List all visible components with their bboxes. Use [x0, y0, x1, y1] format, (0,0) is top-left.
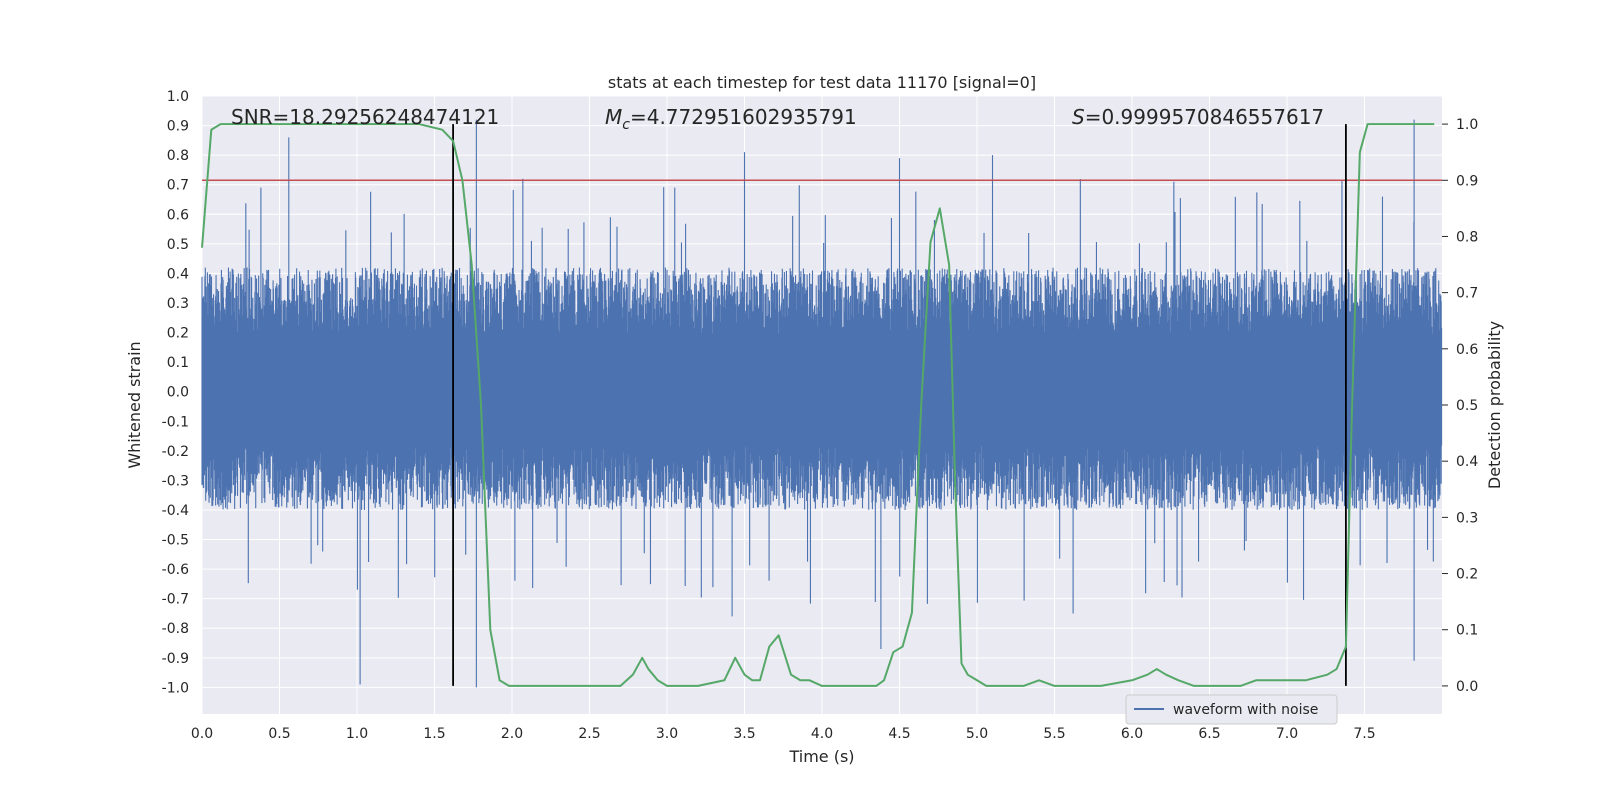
x-tick-label: 0.0 — [191, 726, 213, 742]
legend-box — [1125, 694, 1338, 725]
y-left-tick-label: 0.7 — [167, 178, 189, 194]
y-right-tick-label: 0.7 — [1456, 286, 1478, 302]
y-left-tick-label: 0.1 — [167, 355, 189, 371]
y-left-axis-label: Whitened strain — [125, 341, 144, 468]
y-left-tick-label: 1.0 — [167, 89, 189, 105]
y-right-tick-label: 0.1 — [1456, 623, 1478, 639]
y-right-axis-ticks: 1.0 0.9 0.8 0.7 0.6 0.5 0.4 0.3 0.2 0.1 0.0 — [1442, 117, 1478, 695]
chirp-mass-subscript: c — [622, 117, 630, 133]
x-tick-label: 7.5 — [1353, 726, 1375, 742]
x-tick-label: 1.5 — [423, 726, 445, 742]
y-left-tick-label: 0.8 — [167, 148, 189, 164]
y-left-tick-label: -0.6 — [162, 562, 189, 578]
y-left-tick-label: -0.5 — [162, 533, 189, 549]
y-right-tick-label: 0.8 — [1456, 229, 1478, 245]
detection-probability-series — [201, 123, 1435, 687]
y-right-tick-label: 0.9 — [1456, 173, 1478, 189]
x-tick-label: 3.5 — [733, 726, 755, 742]
x-axis-label: Time (s) — [788, 747, 854, 766]
legend-label-waveform: waveform with noise — [1173, 702, 1318, 718]
y-left-axis-ticks: 1.0 0.9 0.8 0.7 0.6 0.5 0.4 0.3 0.2 0.1 0.0 -0.1 -0.… — [162, 89, 189, 696]
legend: waveform with noise — [1125, 694, 1338, 725]
y-left-tick-label: -0.8 — [162, 621, 189, 637]
x-tick-label: 3.0 — [656, 726, 678, 742]
y-left-tick-label: -0.9 — [162, 651, 189, 667]
y-left-tick-label: 0.5 — [167, 237, 189, 253]
score-annotation: S=0.9999570846557617 — [1072, 105, 1324, 129]
x-tick-label: 1.0 — [346, 726, 368, 742]
x-tick-label: 4.5 — [888, 726, 910, 742]
x-tick-label: 6.0 — [1121, 726, 1143, 742]
y-right-tick-label: 1.0 — [1456, 117, 1478, 133]
y-right-tick-label: 0.2 — [1456, 567, 1478, 583]
y-left-tick-label: 0.4 — [167, 266, 189, 282]
x-tick-label: 7.0 — [1276, 726, 1298, 742]
y-left-tick-label: 0.2 — [167, 326, 189, 342]
x-tick-label: 2.5 — [578, 726, 600, 742]
y-left-tick-label: 0.0 — [167, 385, 189, 401]
x-tick-label: 5.5 — [1043, 726, 1065, 742]
y-left-tick-label: 0.9 — [167, 119, 189, 135]
y-left-tick-label: 0.6 — [167, 207, 189, 223]
detection-probability-line — [201, 123, 1435, 687]
x-tick-label: 2.0 — [501, 726, 523, 742]
waveform-line — [201, 119, 1443, 688]
y-right-axis-label: Detection probability — [1485, 321, 1504, 489]
x-tick-label: 5.0 — [966, 726, 988, 742]
y-right-tick-label: 0.3 — [1456, 510, 1478, 526]
score-symbol: S — [1072, 105, 1085, 129]
chirp-mass-value: =4.772951602935791 — [630, 105, 857, 129]
x-axis-ticks: 0.0 0.5 1.0 1.5 2.0 2.5 3.0 3.5 4.0 4.5 5.0 5.5 6.0 6… — [191, 726, 1376, 742]
y-left-tick-label: -0.2 — [162, 444, 189, 460]
score-value: =0.9999570846557617 — [1085, 105, 1324, 129]
y-left-tick-label: 0.3 — [167, 296, 189, 312]
x-tick-label: 0.5 — [268, 726, 290, 742]
y-right-tick-label: 0.4 — [1456, 454, 1478, 470]
y-right-tick-label: 0.6 — [1456, 342, 1478, 358]
vertical-markers — [452, 124, 1347, 686]
chirp-mass-symbol: M — [605, 105, 622, 129]
snr-annotation: SNR=18.29256248474121 — [231, 105, 499, 129]
y-right-tick-label: 0.5 — [1456, 398, 1478, 414]
x-tick-label: 4.0 — [811, 726, 833, 742]
y-left-tick-label: -0.7 — [162, 592, 189, 608]
chart-title: stats at each timestep for test data 111… — [608, 73, 1036, 92]
x-tick-label: 6.5 — [1198, 726, 1220, 742]
y-left-tick-label: -0.1 — [162, 414, 189, 430]
y-left-tick-label: -0.3 — [162, 473, 189, 489]
chirp-mass-annotation: Mc=4.772951602935791 — [605, 105, 857, 133]
y-left-tick-label: -1.0 — [162, 680, 189, 696]
waveform-series — [201, 119, 1443, 688]
y-left-tick-label: -0.4 — [162, 503, 189, 519]
y-right-tick-label: 0.0 — [1456, 679, 1478, 695]
